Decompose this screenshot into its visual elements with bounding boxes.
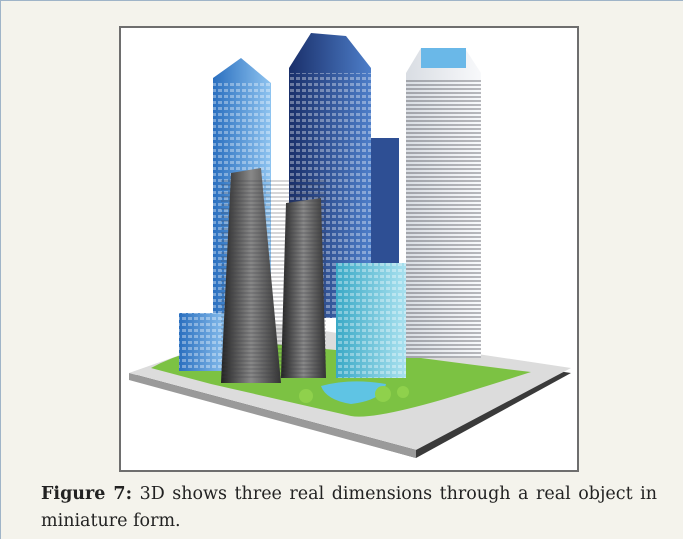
figure-caption: Figure 7: 3D shows three real dimensions… [41,481,657,535]
city-model-illustration [129,33,571,458]
figure-image [119,26,579,472]
caption-text: 3D shows three real dimensions through a… [41,484,657,531]
figure-label: Figure 7: [41,484,133,504]
